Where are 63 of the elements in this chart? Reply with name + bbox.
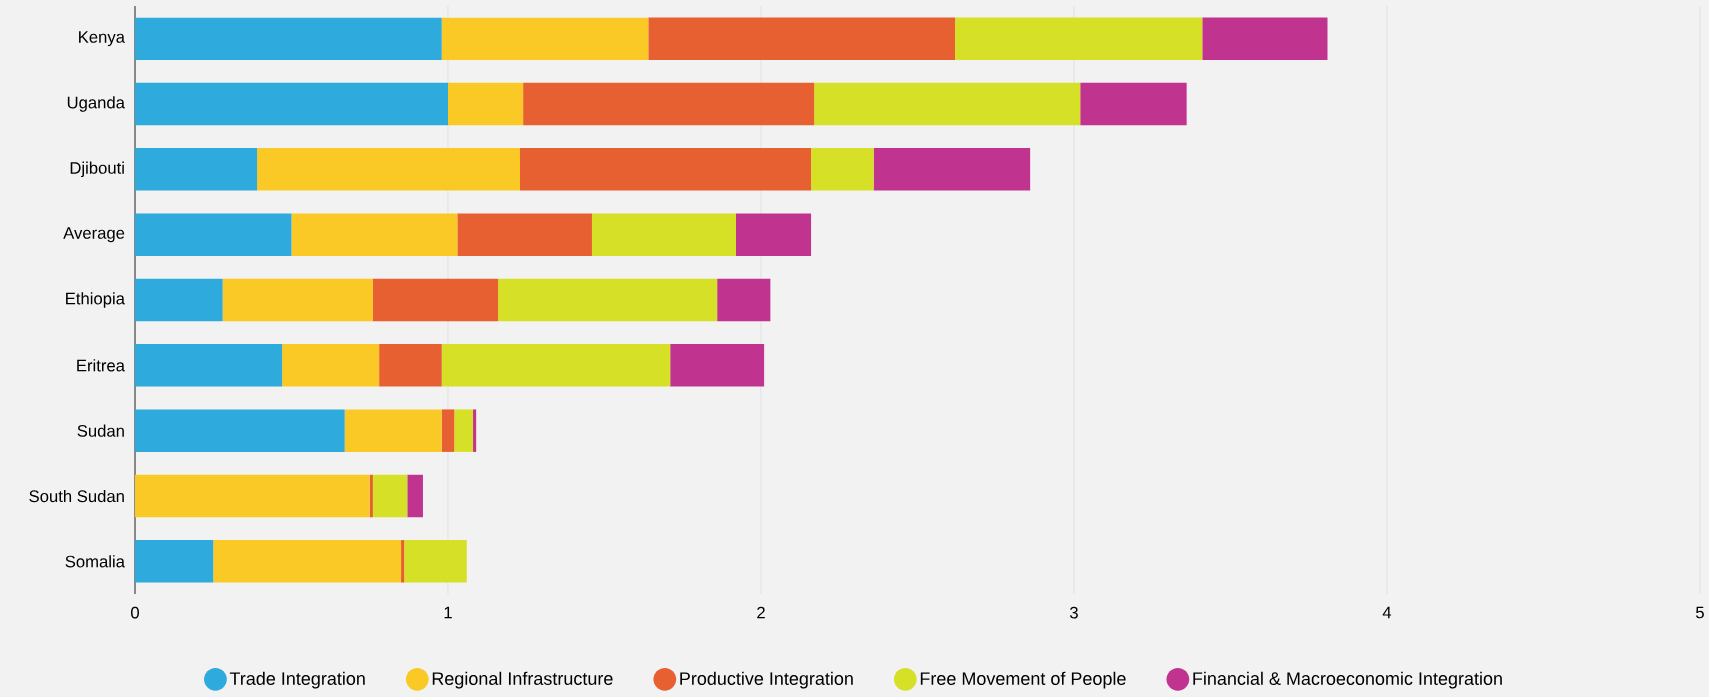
bar [135, 17, 442, 60]
x-tick-label: 0 [131, 606, 139, 619]
bar [814, 82, 1081, 126]
bar [369, 474, 373, 518]
y-tick-label: Eritrea [77, 359, 125, 372]
bar [282, 344, 380, 387]
bar [407, 474, 423, 518]
y-tick-label: Somalia [65, 555, 125, 568]
bar [441, 409, 455, 452]
bar [404, 540, 467, 583]
bar [135, 278, 223, 322]
y-tick-label: Djibouti [70, 161, 124, 178]
legend-label: Productive Integration [680, 671, 853, 689]
bar [591, 213, 736, 256]
bar [498, 278, 718, 322]
bar [379, 344, 442, 387]
bar [291, 213, 458, 256]
bar [135, 344, 283, 387]
y-tick-label: Kenya [79, 31, 125, 47]
bar [135, 409, 345, 452]
bar [873, 148, 1031, 191]
bar [344, 409, 442, 452]
legend-label: Trade Integration [229, 671, 365, 689]
bar [735, 213, 812, 256]
bar [135, 148, 258, 191]
y-tick-label: Average [63, 227, 125, 243]
x-tick-label: 5 [1695, 606, 1704, 619]
bar [401, 540, 405, 583]
bar [441, 17, 649, 60]
x-tick-label: 2 [757, 606, 765, 619]
y-tick-label: Uganda [67, 96, 125, 112]
legend-label: Free Movement of People [920, 671, 1126, 689]
bar [454, 409, 474, 452]
bar [1080, 82, 1187, 126]
bar [135, 540, 214, 583]
bar [648, 17, 956, 60]
bar [441, 344, 671, 387]
legend-label: Regional Infrastructure [432, 671, 613, 689]
x-tick-label: 3 [1069, 606, 1078, 619]
bar [523, 82, 815, 126]
legend-label: Financial & Macroeconomic Integration [1193, 671, 1502, 689]
bar [135, 213, 292, 256]
bar [257, 148, 520, 191]
bar [955, 17, 1203, 60]
bar [811, 148, 874, 191]
bar [372, 474, 408, 518]
bar [457, 213, 592, 256]
bar [519, 148, 812, 191]
bar [372, 278, 499, 322]
bar [135, 82, 448, 126]
x-tick-label: 4 [1382, 606, 1392, 619]
bar [717, 278, 771, 322]
x-tick-label: 1 [444, 606, 452, 619]
bar [1202, 17, 1328, 60]
bar [473, 409, 477, 452]
bar [135, 474, 370, 518]
y-tick-label: South Sudan [29, 489, 124, 503]
bar [670, 344, 765, 387]
y-tick-label: Ethiopia [66, 292, 125, 308]
y-tick-label: Sudan [77, 424, 124, 437]
bar [447, 82, 524, 126]
bar [213, 540, 402, 583]
bar [222, 278, 373, 322]
